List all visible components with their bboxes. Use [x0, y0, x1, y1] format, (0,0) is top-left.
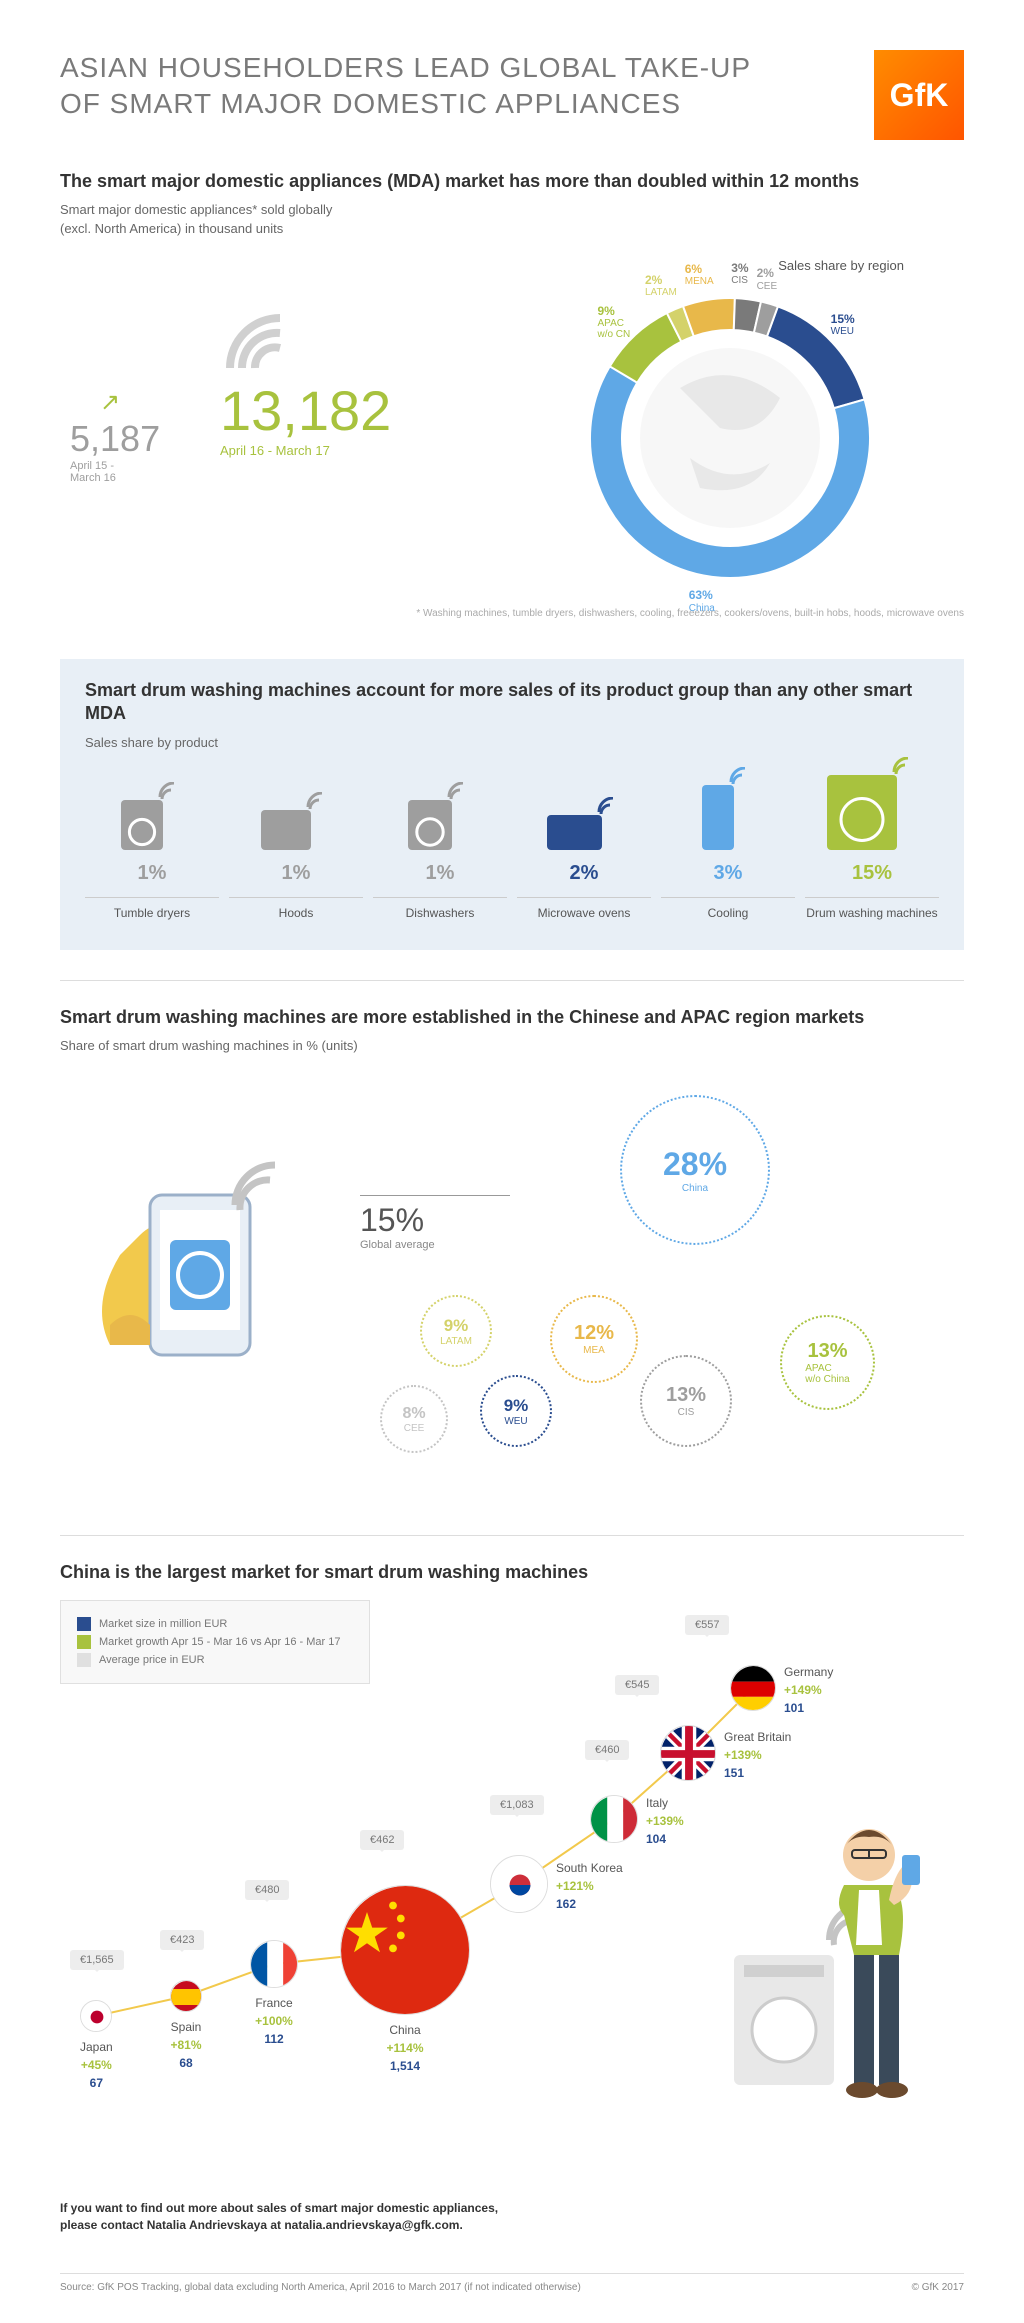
legend-item: Market growth Apr 15 - Mar 16 vs Apr 16 … [77, 1635, 353, 1649]
country-node: France +100% 112 [250, 1940, 298, 2048]
stat-curr-value: 13,182 [220, 378, 391, 443]
legend: Market size in million EUR Market growth … [60, 1600, 370, 1684]
country-node: Spain +81% 68 [170, 1980, 202, 2072]
country-node: Great Britain +139% 151 [660, 1725, 716, 1787]
s1-sub: Smart major domestic appliances* sold gl… [60, 201, 964, 237]
legend-item: Market size in million EUR [77, 1617, 353, 1631]
price-badge: €480 [245, 1880, 289, 1900]
bubble-region: 9%LATAM [420, 1295, 492, 1367]
global-avg-pct: 15% [360, 1202, 510, 1239]
region-title: Sales share by region [778, 258, 904, 273]
donut-label: 9%APACw/o CN [597, 305, 630, 340]
price-badge: €1,565 [70, 1950, 124, 1970]
product-item: 1% Tumble dryers [85, 782, 219, 920]
country-node: Germany +149% 101 [730, 1665, 776, 1717]
section-market-size: China is the largest market for smart dr… [60, 1535, 964, 2159]
s3-heading: Smart drum washing machines are more est… [60, 1006, 964, 1029]
s1-stats: ↗ 5,187 April 15 -March 16 13,182 April … [60, 288, 440, 568]
bubble-region: 12%MEA [550, 1295, 638, 1383]
arrow-up-icon: ↗ [100, 388, 120, 417]
global-avg-label: Global average [360, 1239, 510, 1251]
product-item: 1% Hoods [229, 782, 363, 920]
hand-phone-icon [80, 1155, 300, 1380]
footer: Source: GfK POS Tracking, global data ex… [60, 2273, 964, 2293]
donut-label: 15%WEU [831, 313, 855, 337]
contact-text: If you want to find out more about sales… [60, 2200, 964, 2234]
price-badge: €462 [360, 1830, 404, 1850]
bubble-region: 28%China [620, 1095, 770, 1245]
s1-heading: The smart major domestic appliances (MDA… [60, 170, 964, 193]
donut-label: 2%LATAM [645, 274, 677, 298]
stat-curr-label: April 16 - March 17 [220, 443, 391, 458]
donut-region-share: Sales share by region 15%WEU63%China9%AP… [480, 258, 964, 598]
person-illustration [734, 1805, 934, 2110]
footer-source: Source: GfK POS Tracking, global data ex… [60, 2282, 581, 2293]
price-badge: €545 [615, 1675, 659, 1695]
page-title: ASIAN HOUSEHOLDERS LEAD GLOBAL TAKE-UPOF… [60, 50, 751, 123]
product-item: 3% Cooling [661, 782, 795, 920]
stat-prev-label: April 15 -March 16 [70, 460, 160, 484]
bubble-region: 13%APACw/o China [780, 1315, 875, 1410]
country-node: Italy +139% 104 [590, 1795, 638, 1849]
s3-sub: Share of smart drum washing machines in … [60, 1037, 964, 1055]
wifi-icon [220, 308, 310, 378]
s2-heading: Smart drum washing machines account for … [85, 679, 939, 726]
stat-previous: 5,187 April 15 -March 16 [70, 418, 160, 484]
country-node: China +114% 1,514 [340, 1885, 470, 2075]
header: ASIAN HOUSEHOLDERS LEAD GLOBAL TAKE-UPOF… [60, 50, 964, 140]
section-regional-share: Smart drum washing machines are more est… [60, 980, 964, 1496]
footer-copy: © GfK 2017 [912, 2282, 964, 2293]
s1-footnote: * Washing machines, tumble dryers, dishw… [60, 608, 964, 619]
price-badge: €423 [160, 1930, 204, 1950]
s4-heading: China is the largest market for smart dr… [60, 1561, 964, 1584]
donut-label: 2%CEE [757, 267, 778, 291]
product-item: 2% Microwave ovens [517, 782, 651, 920]
price-badge: €460 [585, 1740, 629, 1760]
stat-prev-value: 5,187 [70, 418, 160, 460]
bubble-region: 8%CEE [380, 1385, 448, 1453]
price-badge: €1,083 [490, 1795, 544, 1815]
global-average: 15% Global average [360, 1195, 510, 1251]
bubble-region: 13%CIS [640, 1355, 732, 1447]
section-sales-by-product: Smart drum washing machines account for … [60, 659, 964, 950]
country-node: South Korea +121% 162 [490, 1855, 548, 1919]
donut-label: 63%China [689, 589, 715, 613]
gfk-logo: GfK [874, 50, 964, 140]
section-mda-market: The smart major domestic appliances (MDA… [60, 170, 964, 619]
donut-label: 3%CIS [731, 262, 748, 286]
donut-label: 6%MENA [685, 263, 714, 287]
legend-item: Average price in EUR [77, 1653, 353, 1667]
bubble-region: 9%WEU [480, 1375, 552, 1447]
product-item: 15% Drum washing machines [805, 782, 939, 920]
s2-sub: Sales share by product [85, 734, 939, 752]
product-item: 1% Dishwashers [373, 782, 507, 920]
country-node: Japan +45% 67 [80, 2000, 113, 2092]
price-badge: €557 [685, 1615, 729, 1635]
stat-current: 13,182 April 16 - March 17 [220, 378, 391, 458]
